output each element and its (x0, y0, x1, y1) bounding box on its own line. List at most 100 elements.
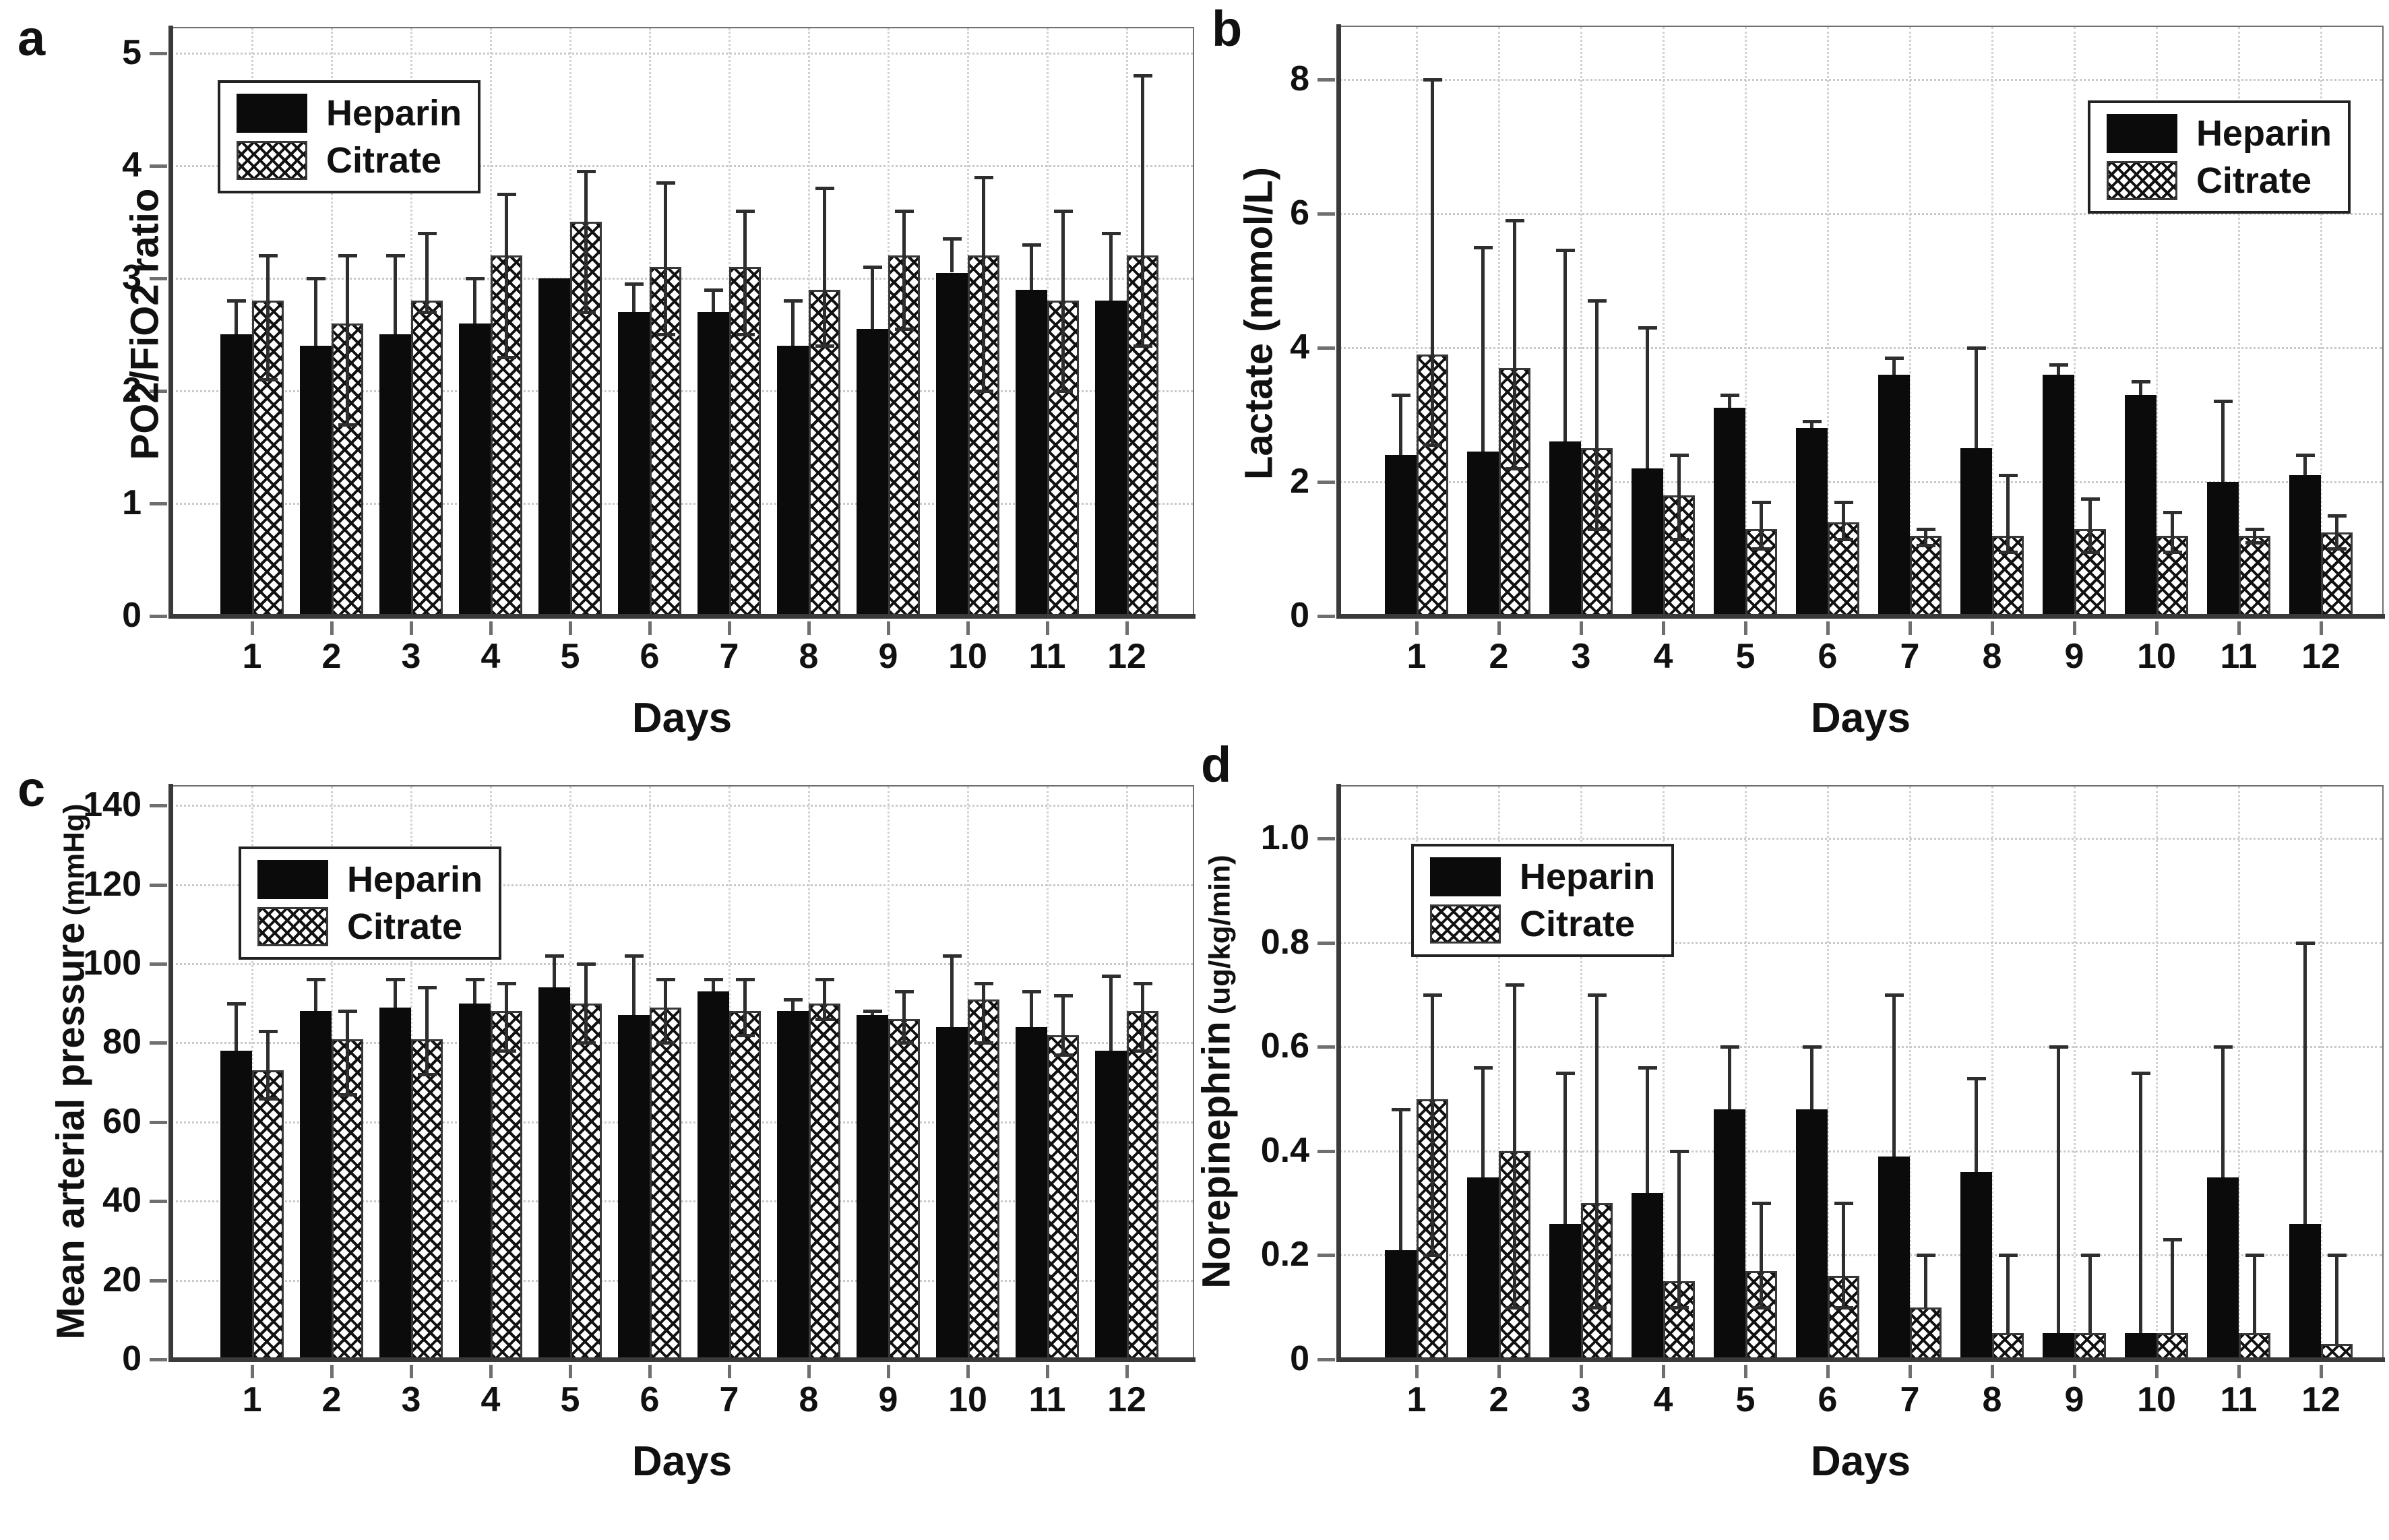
y-tick-label: 2 (122, 370, 142, 410)
error-bar-citrate-day-8 (823, 188, 826, 346)
error-bar-cap-top (1423, 78, 1442, 82)
error-bar-cap-top (2131, 379, 2150, 383)
legend-item-citrate: Citrate (1430, 904, 1655, 944)
x-tick-mark (489, 1365, 493, 1378)
legend-item-citrate: Citrate (257, 907, 483, 946)
error-bar-citrate-day-7 (1924, 528, 1927, 546)
error-bar-cap-top (465, 276, 485, 280)
error-bar-cap-bottom (1587, 527, 1607, 531)
error-bar-cap-bottom (1834, 1305, 1853, 1310)
bar-heparin-day-12 (2289, 1224, 2321, 1359)
error-bar-cap-top (1638, 326, 1657, 330)
h-gridline (1339, 481, 2382, 483)
y-tick-label: 0.2 (1260, 1235, 1309, 1274)
y-tick-mark (1317, 941, 1335, 945)
error-bar-cap-top (1884, 356, 1904, 360)
x-tick-mark (1046, 1365, 1049, 1378)
x-tick-mark (1580, 621, 1583, 635)
error-bar-heparin-day-6 (632, 956, 635, 1016)
x-tick-label: 3 (1571, 637, 1591, 676)
error-bar-cap-top (2163, 1238, 2182, 1242)
bar-heparin-day-6 (618, 1015, 650, 1359)
error-bar-citrate-day-3 (1595, 995, 1599, 1307)
x-tick-label: 4 (480, 637, 501, 676)
error-bar-cap-top (1751, 500, 1771, 504)
bar-citrate-day-1 (252, 1070, 284, 1359)
error-bar-cap-top (863, 1010, 882, 1014)
v-gridline (2238, 27, 2240, 616)
error-bar-cap-top (656, 181, 675, 185)
legend-item-heparin: Heparin (237, 94, 462, 133)
y-tick-label: 4 (122, 145, 142, 185)
error-bar-cap-top (1555, 249, 1575, 253)
x-tick-mark (569, 621, 572, 635)
x-tick-mark (887, 621, 890, 635)
error-bar-cap-top (1101, 232, 1121, 236)
error-bar-cap-bottom (1751, 1305, 1771, 1310)
y-axis-label: Mean arterial pressure(mmHg) (49, 803, 93, 1340)
error-bar-cap-top (226, 299, 246, 303)
bar-heparin-day-4 (1632, 468, 1663, 616)
x-tick-mark (2155, 621, 2159, 635)
error-bar-cap-top (497, 982, 516, 986)
error-bar-cap-top (1473, 1066, 1493, 1070)
error-bar-citrate-day-8 (823, 979, 826, 1020)
panel-letter-c: c (18, 761, 46, 817)
x-axis-title: Days (631, 1438, 733, 1485)
error-bar-cap-top (1834, 500, 1853, 504)
error-bar-cap-top (2131, 1072, 2150, 1075)
x-tick-mark (1909, 621, 1912, 635)
bar-citrate-day-10 (968, 999, 999, 1359)
heparin-swatch-icon (237, 94, 307, 133)
error-bar-cap-top (783, 299, 803, 303)
x-tick-label: 6 (640, 637, 660, 676)
error-bar-cap-bottom (1751, 547, 1771, 551)
y-tick-mark (1317, 1254, 1335, 1258)
v-gridline (1909, 787, 1911, 1359)
citrate-swatch-icon (257, 907, 328, 946)
x-tick-mark (648, 1365, 652, 1378)
error-bar-heparin-day-5 (553, 956, 556, 988)
x-tick-label: 7 (719, 637, 739, 676)
y-axis-line (1336, 24, 1341, 619)
y-tick-label: 4 (1290, 327, 1309, 367)
error-bar-citrate-day-9 (902, 991, 906, 1043)
error-bar-heparin-day-10 (950, 956, 954, 1027)
x-tick-mark (2237, 1365, 2241, 1378)
error-bar-citrate-day-9 (902, 210, 906, 329)
error-bar-heparin-day-11 (2221, 1047, 2225, 1177)
v-gridline (1416, 27, 1418, 616)
bar-heparin-day-8 (1960, 1171, 1992, 1359)
error-bar-citrate-day-1 (266, 255, 270, 380)
bar-heparin-day-7 (697, 311, 729, 616)
error-bar-heparin-day-4 (1646, 327, 1649, 468)
error-bar-citrate-day-2 (1513, 220, 1516, 468)
x-tick-label: 12 (2301, 637, 2340, 676)
y-tick-mark (150, 389, 167, 393)
y-tick-mark (150, 1200, 167, 1204)
bar-heparin-day-3 (1549, 1224, 1581, 1359)
error-bar-citrate-day-4 (1677, 455, 1681, 539)
y-tick-label: 80 (102, 1022, 142, 1062)
error-bar-heparin-day-7 (1892, 357, 1896, 375)
bar-heparin-day-6 (1796, 428, 1828, 616)
error-bar-cap-top (815, 187, 834, 191)
y-tick-label: 1.0 (1260, 818, 1309, 858)
bar-heparin-day-11 (1016, 1026, 1047, 1359)
error-bar-citrate-day-9 (2088, 1255, 2092, 1334)
y-tick-label: 2 (1290, 461, 1309, 501)
error-bar-heparin-day-11 (1030, 991, 1033, 1027)
bar-heparin-day-3 (379, 1007, 411, 1359)
h-gridline (1339, 212, 2382, 215)
error-bar-cap-top (656, 978, 675, 982)
y-tick-mark (150, 51, 167, 55)
x-tick-mark (1415, 621, 1419, 635)
error-bar-heparin-day-1 (235, 1003, 238, 1051)
error-bar-cap-top (815, 978, 834, 982)
x-tick-label: 2 (1489, 637, 1509, 676)
bar-heparin-day-12 (2289, 474, 2321, 616)
x-tick-label: 5 (1735, 1380, 1756, 1419)
error-bar-cap-top (2080, 497, 2100, 501)
bar-heparin-day-4 (1632, 1192, 1663, 1359)
h-gridline (1339, 346, 2382, 349)
